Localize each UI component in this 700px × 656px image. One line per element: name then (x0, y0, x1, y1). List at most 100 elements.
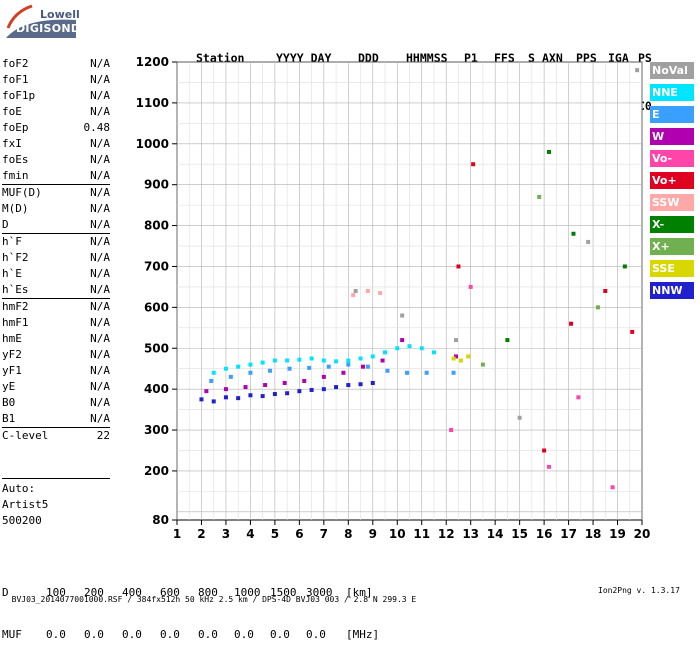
data-point-e (365, 364, 370, 369)
param-row: hmF2 N/A (2, 298, 110, 315)
legend-item: NoVal (650, 62, 694, 79)
param-value: N/A (90, 235, 110, 248)
param-value: N/A (90, 137, 110, 150)
data-point-nne (285, 358, 290, 363)
data-point-x- (537, 194, 542, 199)
footer-cell: 0.0 (160, 628, 180, 641)
data-point-vo- (576, 395, 581, 400)
data-point-nne (236, 364, 241, 369)
x-tick-label: 14 (487, 527, 504, 541)
data-point-noval (517, 415, 522, 420)
y-tick-label: 400 (144, 382, 169, 396)
param-name: hmF2 (2, 300, 29, 313)
param-value: N/A (90, 218, 110, 231)
data-point-vo- (630, 329, 635, 334)
param-row: foEs N/A (2, 152, 110, 168)
param-row: foF2 N/A (2, 56, 110, 72)
param-name: D (2, 218, 9, 231)
param-value: N/A (90, 105, 110, 118)
legend-item: Vo- (650, 150, 694, 167)
data-point-nne (383, 350, 388, 355)
y-tick-label: 900 (144, 178, 169, 192)
param-value: N/A (90, 396, 110, 409)
footer-cell: 0.0 (46, 628, 66, 641)
x-tick-label: 20 (634, 527, 651, 541)
data-point-w (302, 378, 307, 383)
data-point-nne (260, 360, 265, 365)
legend-item: SSW (650, 194, 694, 211)
y-tick-label: 1000 (136, 137, 169, 151)
legend-item: SSE (650, 260, 694, 277)
footer-cell: 0.0 (270, 628, 290, 641)
x-tick-label: 12 (438, 527, 455, 541)
param-row: B0 N/A (2, 395, 110, 411)
data-point-nne (334, 359, 339, 364)
logo-lowell: Lowell (40, 8, 80, 21)
data-point-nne (395, 346, 400, 351)
auto-label: Auto: (2, 482, 36, 495)
data-point-nne (297, 357, 302, 362)
data-point-e (451, 370, 456, 375)
param-value: N/A (90, 316, 110, 329)
data-point-nnw (248, 393, 253, 398)
legend-item: NNW (650, 282, 694, 299)
x-tick-label: 6 (295, 527, 303, 541)
data-point-nnw (358, 382, 363, 387)
param-row: hmF1 N/A (2, 315, 110, 331)
data-point-nne (321, 358, 326, 363)
data-point-x- (595, 305, 600, 310)
y-tick-label: 300 (144, 423, 169, 437)
data-point-nnw (370, 381, 375, 386)
data-point-nne (419, 346, 424, 351)
param-row: hmE N/A (2, 331, 110, 347)
data-point-e (346, 362, 351, 367)
data-point-w (380, 358, 385, 363)
ionogram-plot: 1 2 3 4 5 6 7 8 9 10 11 12 13 14 15 16 17 18 19 20802003004… (136, 55, 651, 541)
data-point-w (204, 389, 209, 394)
logo-swoosh (4, 4, 76, 38)
param-row: yE N/A (2, 379, 110, 395)
y-tick-label: 1200 (136, 55, 169, 69)
footer-cell: 3000 (306, 586, 333, 599)
data-point-e (248, 370, 253, 375)
x-tick-label: 2 (197, 527, 205, 541)
data-point-vo- (456, 264, 461, 269)
y-tick-label: 700 (144, 259, 169, 273)
version-label: Ion2Png v. 1.3.17 (598, 586, 680, 595)
data-point-w (454, 354, 458, 359)
footer-cell: 200 (84, 586, 104, 599)
footer-cell: 0.0 (198, 628, 218, 641)
digisonde-logo: Lowell DIGISONDE (2, 2, 88, 40)
legend-item: E (650, 106, 694, 123)
param-row: foF1 N/A (2, 72, 110, 88)
data-point-nne (407, 344, 412, 349)
data-point-e (209, 378, 214, 383)
param-name: fmin (2, 169, 29, 182)
data-point-x- (505, 338, 510, 343)
param-value: N/A (90, 89, 110, 102)
data-point-nnw (285, 391, 290, 396)
data-point-vo- (542, 448, 547, 453)
param-name: yE (2, 380, 16, 393)
data-point-vo- (471, 162, 476, 167)
param-name: h`F2 (2, 251, 29, 264)
param-value: N/A (90, 57, 110, 70)
param-row: foF1p N/A (2, 88, 110, 104)
legend-item: NNE (650, 84, 694, 101)
data-point-nne (358, 356, 363, 361)
y-tick-label: 200 (144, 464, 169, 478)
footer-cell: 0.0 (122, 628, 142, 641)
data-point-x- (571, 231, 576, 236)
param-name: B0 (2, 396, 16, 409)
data-point-noval (635, 68, 640, 73)
x-tick-label: 4 (246, 527, 254, 541)
data-point-e (424, 370, 429, 375)
x-tick-label: 17 (560, 527, 577, 541)
polarization-legend: NoVal NNE E W Vo- Vo+ SSW X- X+ SSE NNW (650, 62, 694, 304)
x-tick-label: 10 (389, 527, 406, 541)
param-row: D N/A (2, 217, 110, 233)
data-point-noval (353, 289, 358, 293)
data-point-w (321, 374, 326, 379)
data-point-nne (431, 350, 436, 355)
data-point-nne (211, 370, 216, 375)
